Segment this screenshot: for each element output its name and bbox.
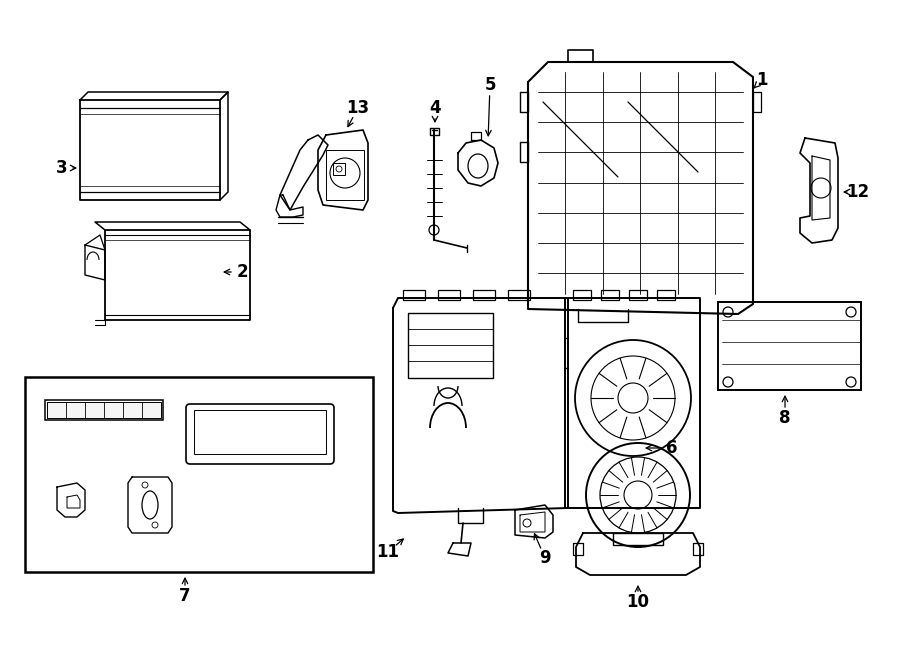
Text: 10: 10 <box>626 593 650 611</box>
Bar <box>613 533 663 545</box>
Text: 7: 7 <box>179 587 191 605</box>
Text: 5: 5 <box>484 76 496 94</box>
Text: 2: 2 <box>236 263 248 281</box>
Bar <box>403 290 425 300</box>
Text: 6: 6 <box>666 439 678 457</box>
Bar <box>601 290 619 300</box>
Bar <box>657 290 675 300</box>
Bar <box>438 290 460 300</box>
Text: 9: 9 <box>539 549 551 567</box>
Bar <box>473 290 495 300</box>
Bar <box>508 290 530 300</box>
Bar <box>573 290 591 300</box>
Bar <box>45 400 163 420</box>
Text: 11: 11 <box>376 543 400 561</box>
Text: 1: 1 <box>756 71 768 89</box>
Bar <box>47 402 161 418</box>
Bar <box>408 313 493 378</box>
Text: 12: 12 <box>846 183 869 201</box>
Text: 4: 4 <box>429 99 441 117</box>
Bar <box>718 302 861 390</box>
Text: 3: 3 <box>56 159 68 177</box>
Bar <box>194 410 326 454</box>
Bar <box>25 377 373 572</box>
Text: 13: 13 <box>346 99 370 117</box>
Text: 8: 8 <box>779 409 791 427</box>
Bar <box>333 163 345 175</box>
Bar <box>326 150 364 200</box>
Bar <box>629 290 647 300</box>
